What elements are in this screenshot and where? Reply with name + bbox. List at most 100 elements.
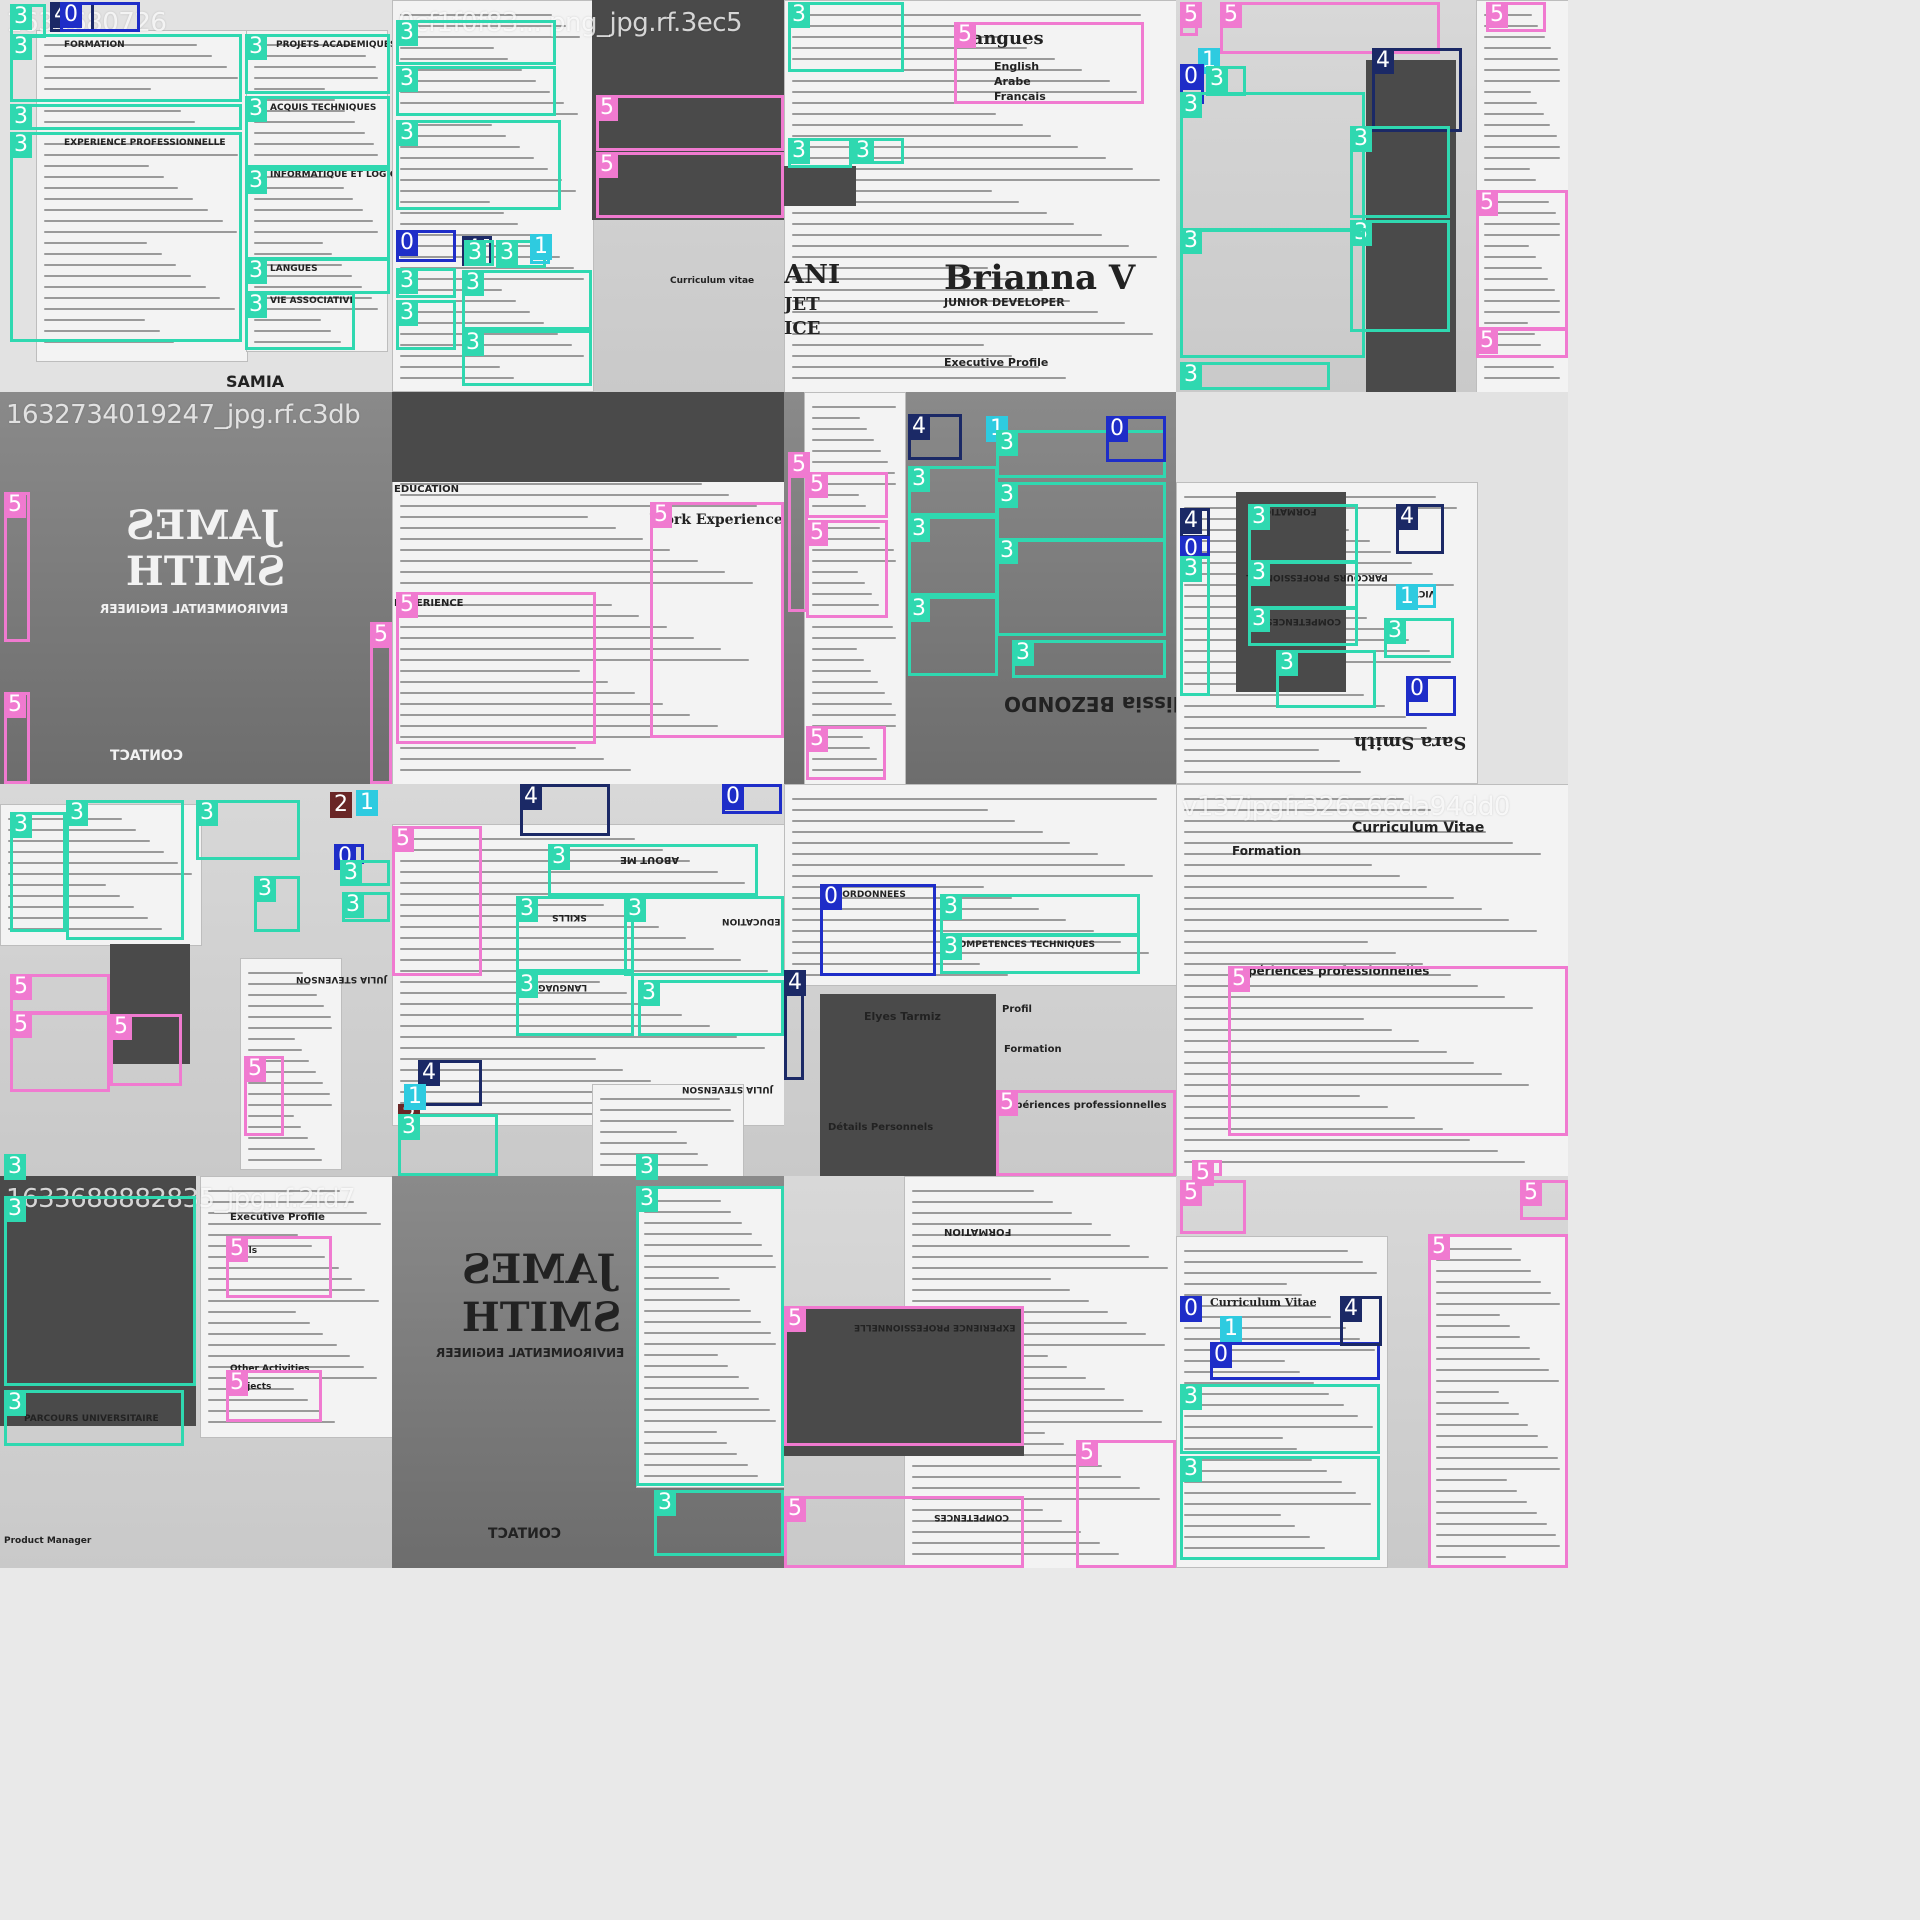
class-label: 5 [596, 152, 618, 178]
text-line [644, 1233, 753, 1235]
detection-box [245, 34, 390, 94]
document-text: JET [784, 294, 820, 315]
text-line [400, 860, 691, 862]
detection-box [462, 270, 592, 330]
text-line [1184, 1492, 1357, 1494]
text-line [1184, 1051, 1447, 1053]
text-line [400, 102, 564, 104]
text-line [1436, 1523, 1547, 1525]
text-line [644, 1398, 760, 1400]
text-line [44, 154, 238, 156]
text-line [812, 604, 879, 606]
text-line [912, 1201, 1054, 1203]
text-line [400, 769, 632, 771]
text-line [812, 560, 896, 562]
text-line [812, 736, 863, 738]
text-line [1184, 1459, 1313, 1461]
text-line [208, 1399, 308, 1401]
document-text: PARCOURS UNIVERSITAIRE [24, 1414, 159, 1424]
class-label: 5 [1228, 966, 1250, 992]
detection-box [520, 784, 610, 836]
text-line [400, 146, 520, 148]
document-text: ACQUIS TECHNIQUES [270, 103, 377, 113]
text-line [1184, 1040, 1420, 1042]
text-line [912, 1520, 1062, 1522]
text-line [1484, 289, 1555, 291]
class-label: 3 [1180, 1384, 1202, 1410]
detection-box [940, 894, 1140, 936]
text-line [44, 275, 191, 277]
text-line [400, 659, 749, 661]
image-tile: Curriculum Vitae [1176, 1176, 1568, 1568]
text-line [792, 820, 1016, 822]
document-page [804, 392, 906, 784]
text-line [1184, 1338, 1361, 1340]
text-line [1436, 1457, 1558, 1459]
text-line [1184, 897, 1455, 899]
text-line [400, 1058, 596, 1060]
text-line [254, 99, 336, 101]
text-line [400, 179, 562, 181]
text-line [1436, 1292, 1551, 1294]
text-line [400, 904, 604, 906]
text-line [912, 1542, 1100, 1544]
text-line [400, 135, 506, 137]
detection-box [654, 1490, 784, 1556]
detection-box [1220, 2, 1440, 54]
text-line [792, 377, 1067, 379]
text-line [792, 14, 1141, 16]
class-label: 5 [784, 1306, 806, 1332]
class-label: 3 [1180, 556, 1202, 582]
text-line [248, 1093, 330, 1095]
document-text: Brianna V [944, 258, 1136, 298]
text-line [44, 121, 196, 123]
text-line [1184, 831, 1486, 833]
text-line [400, 168, 548, 170]
text-line [1436, 1347, 1530, 1349]
text-line [912, 1476, 1122, 1478]
text-line [44, 330, 160, 332]
text-line [1484, 102, 1538, 104]
text-line [600, 1098, 720, 1100]
text-line [400, 344, 572, 346]
text-line [400, 703, 663, 705]
detection-box [1350, 220, 1450, 332]
text-line [400, 915, 632, 917]
detection-box [245, 96, 390, 168]
text-line [400, 1047, 765, 1049]
text-line [644, 1475, 758, 1477]
text-line [248, 1016, 331, 1018]
class-label: 4 [418, 1060, 440, 1086]
detection-box [245, 292, 355, 350]
class-label: 5 [806, 472, 828, 498]
filename-label: 1632734019247_jpg.rf.c3db [6, 400, 361, 430]
class-label: 3 [10, 34, 32, 60]
text-line [248, 1027, 332, 1029]
document-text: EDUCATION [394, 484, 459, 495]
text-line [44, 176, 164, 178]
text-line [792, 875, 1153, 877]
text-line [812, 692, 885, 694]
text-line [1184, 1283, 1287, 1285]
document-page [36, 30, 248, 362]
class-label: 0 [1406, 676, 1428, 702]
text-line [644, 1464, 748, 1466]
text-line [254, 77, 378, 79]
document-text: COORDONNEES [828, 890, 906, 900]
class-label: 3 [1350, 126, 1372, 152]
text-line [644, 1222, 742, 1224]
text-line [1184, 809, 1431, 811]
detection-box [996, 1090, 1176, 1176]
image-tile: ABOUT ME SKILLS EDUCATION LANGUAGE JULIA STE… [392, 784, 784, 1176]
text-line [644, 1255, 773, 1257]
detection-box [996, 538, 1166, 636]
class-label: 5 [370, 622, 392, 648]
text-line [792, 168, 1134, 170]
text-line [400, 377, 514, 379]
text-line [1184, 1250, 1348, 1252]
text-line [44, 341, 175, 343]
text-line [912, 1465, 1103, 1467]
class-label: 3 [4, 1154, 26, 1180]
text-line [1184, 853, 1541, 855]
text-line [812, 582, 865, 584]
